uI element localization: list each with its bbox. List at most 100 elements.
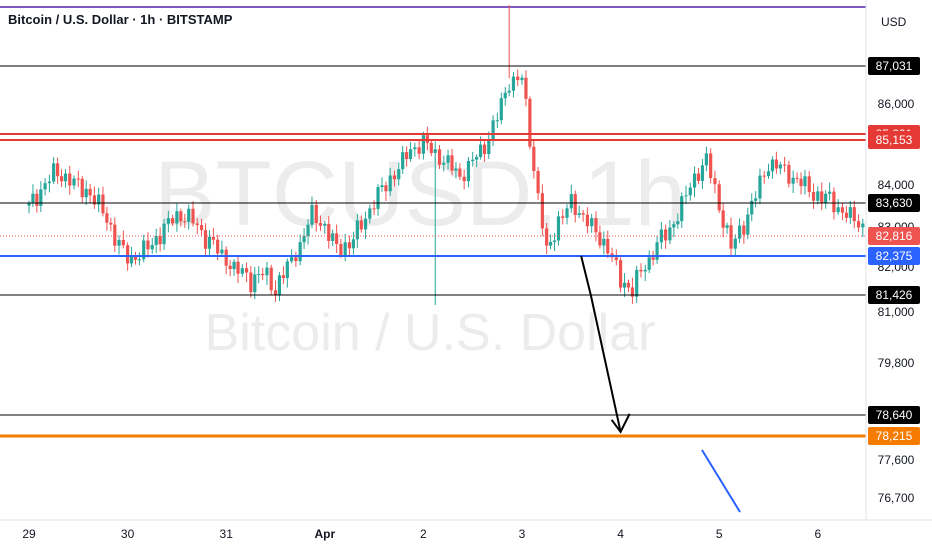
candle-body [126, 245, 130, 264]
candle-body [39, 189, 43, 206]
candle-body [454, 168, 458, 171]
candle-body [359, 220, 363, 230]
candle-body [692, 173, 697, 188]
candle-body [142, 240, 146, 260]
candle-body [442, 162, 446, 165]
candle-body [630, 287, 635, 297]
candle-body [462, 176, 466, 182]
candle-body [524, 77, 528, 99]
candle-body [536, 171, 540, 194]
candle-body [113, 224, 117, 246]
candle-body [655, 242, 659, 260]
candle-body [294, 257, 298, 262]
candle-body [680, 196, 684, 222]
candle-body [746, 214, 750, 235]
candle-body [117, 239, 121, 246]
time-axis[interactable]: 29 30 31 Apr 2 3 4 5 6 [22, 527, 821, 541]
candle-body [88, 188, 92, 196]
candle-body [314, 204, 318, 224]
time-axis-label: 29 [22, 527, 36, 541]
candle-body [672, 224, 676, 228]
candle-body [737, 225, 742, 239]
candle-body [129, 255, 134, 264]
candle-body [285, 261, 289, 278]
candle-body [351, 239, 355, 249]
candle-body [495, 120, 499, 122]
candle-body [619, 260, 623, 288]
candle-body [27, 203, 31, 206]
candle-body [516, 76, 520, 81]
candle-body [59, 176, 64, 182]
candle-body [832, 191, 836, 213]
candle-body [133, 255, 138, 260]
candle-body [811, 192, 816, 201]
candle-body [310, 204, 314, 225]
candle-body [552, 240, 557, 242]
candle-body [540, 193, 544, 229]
candle-body [795, 177, 799, 179]
price-tag-78215: 78,215 [876, 429, 913, 443]
candle-body [507, 90, 511, 93]
candle-body [273, 290, 278, 295]
candle-body [647, 257, 651, 270]
candle-body [676, 221, 680, 225]
candle-body [836, 207, 840, 213]
price-tag-83630-bg [868, 194, 920, 212]
candle-body [783, 164, 787, 166]
candle-body [565, 208, 569, 218]
candle-body [323, 223, 327, 226]
candle-body [471, 159, 475, 162]
candle-body [725, 225, 729, 228]
candle-body [376, 187, 380, 209]
candle-body [166, 218, 170, 224]
candle-body [717, 184, 721, 211]
candle-body [844, 212, 848, 218]
candle-body [668, 227, 672, 241]
candle-body [828, 191, 832, 194]
candle-body [244, 268, 249, 273]
candle-body [80, 178, 84, 198]
projection-arrowhead [610, 413, 631, 434]
candle-body [207, 236, 212, 249]
candle-body [154, 236, 158, 245]
candle-body [195, 223, 199, 226]
candle-body [121, 239, 125, 246]
candle-body [355, 220, 359, 240]
candle-body [368, 208, 372, 219]
candle-body [146, 240, 150, 250]
candle-body [187, 208, 191, 222]
candle-body [331, 233, 335, 241]
candle-body [696, 173, 701, 181]
candle-body [581, 213, 585, 215]
candle-body [401, 152, 405, 170]
candle-body [175, 211, 179, 224]
price-tag-current: 82,816 [876, 229, 913, 243]
candle-body [458, 168, 462, 177]
price-tag-78640: 78,640 [876, 408, 913, 422]
projection-arrow [580, 255, 622, 433]
price-tag-83630: 83,630 [876, 196, 913, 210]
candle-body [261, 273, 265, 276]
candle-body [852, 207, 856, 222]
candle-body [347, 242, 352, 249]
candle-body [224, 249, 228, 266]
price-axis-label: 77,600 [878, 453, 915, 467]
watermark-symbol: BTCUSD, 1h [154, 143, 686, 245]
candle-body [446, 155, 450, 163]
currency-label[interactable]: USD [881, 15, 907, 29]
candle-body [137, 259, 142, 261]
candle-body [556, 216, 561, 241]
candle-body [380, 185, 384, 188]
candle-body [750, 200, 754, 215]
candle-body [216, 239, 220, 254]
candle-body [52, 163, 56, 182]
candle-body [97, 194, 101, 205]
candle-body [688, 187, 692, 196]
candle-body [816, 191, 820, 201]
candle-body [68, 173, 72, 186]
candle-body [561, 216, 565, 218]
candle-body [733, 238, 737, 249]
candle-body [774, 159, 778, 169]
candle-body [109, 222, 113, 225]
